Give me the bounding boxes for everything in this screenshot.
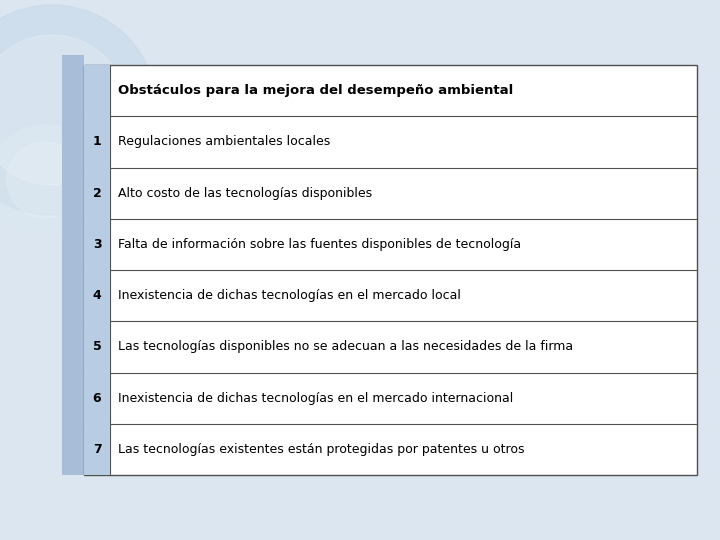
Circle shape <box>0 35 127 185</box>
FancyBboxPatch shape <box>62 55 84 475</box>
FancyBboxPatch shape <box>84 373 110 424</box>
Text: 7: 7 <box>93 443 102 456</box>
Circle shape <box>7 142 83 218</box>
Text: Falta de información sobre las fuentes disponibles de tecnología: Falta de información sobre las fuentes d… <box>118 238 521 251</box>
Text: Las tecnologías disponibles no se adecuan a las necesidades de la firma: Las tecnologías disponibles no se adecua… <box>118 340 573 353</box>
FancyBboxPatch shape <box>84 65 110 116</box>
Text: 4: 4 <box>93 289 102 302</box>
Text: Obstáculos para la mejora del desempeño ambiental: Obstáculos para la mejora del desempeño … <box>118 84 513 97</box>
Text: 5: 5 <box>93 340 102 353</box>
Text: Regulaciones ambientales locales: Regulaciones ambientales locales <box>118 136 330 148</box>
Text: Inexistencia de dichas tecnologías en el mercado local: Inexistencia de dichas tecnologías en el… <box>118 289 461 302</box>
FancyBboxPatch shape <box>84 321 110 373</box>
Circle shape <box>0 125 100 235</box>
FancyBboxPatch shape <box>84 116 110 167</box>
FancyBboxPatch shape <box>84 424 110 475</box>
Circle shape <box>0 5 157 215</box>
FancyBboxPatch shape <box>84 270 110 321</box>
Text: 3: 3 <box>93 238 102 251</box>
Text: Inexistencia de dichas tecnologías en el mercado internacional: Inexistencia de dichas tecnologías en el… <box>118 392 513 404</box>
FancyBboxPatch shape <box>84 167 110 219</box>
Text: Las tecnologías existentes están protegidas por patentes u otros: Las tecnologías existentes están protegi… <box>118 443 524 456</box>
Text: 1: 1 <box>93 136 102 148</box>
FancyBboxPatch shape <box>84 65 697 475</box>
Text: 2: 2 <box>93 187 102 200</box>
Text: Alto costo de las tecnologías disponibles: Alto costo de las tecnologías disponible… <box>118 187 372 200</box>
Text: 6: 6 <box>93 392 102 404</box>
FancyBboxPatch shape <box>84 219 110 270</box>
